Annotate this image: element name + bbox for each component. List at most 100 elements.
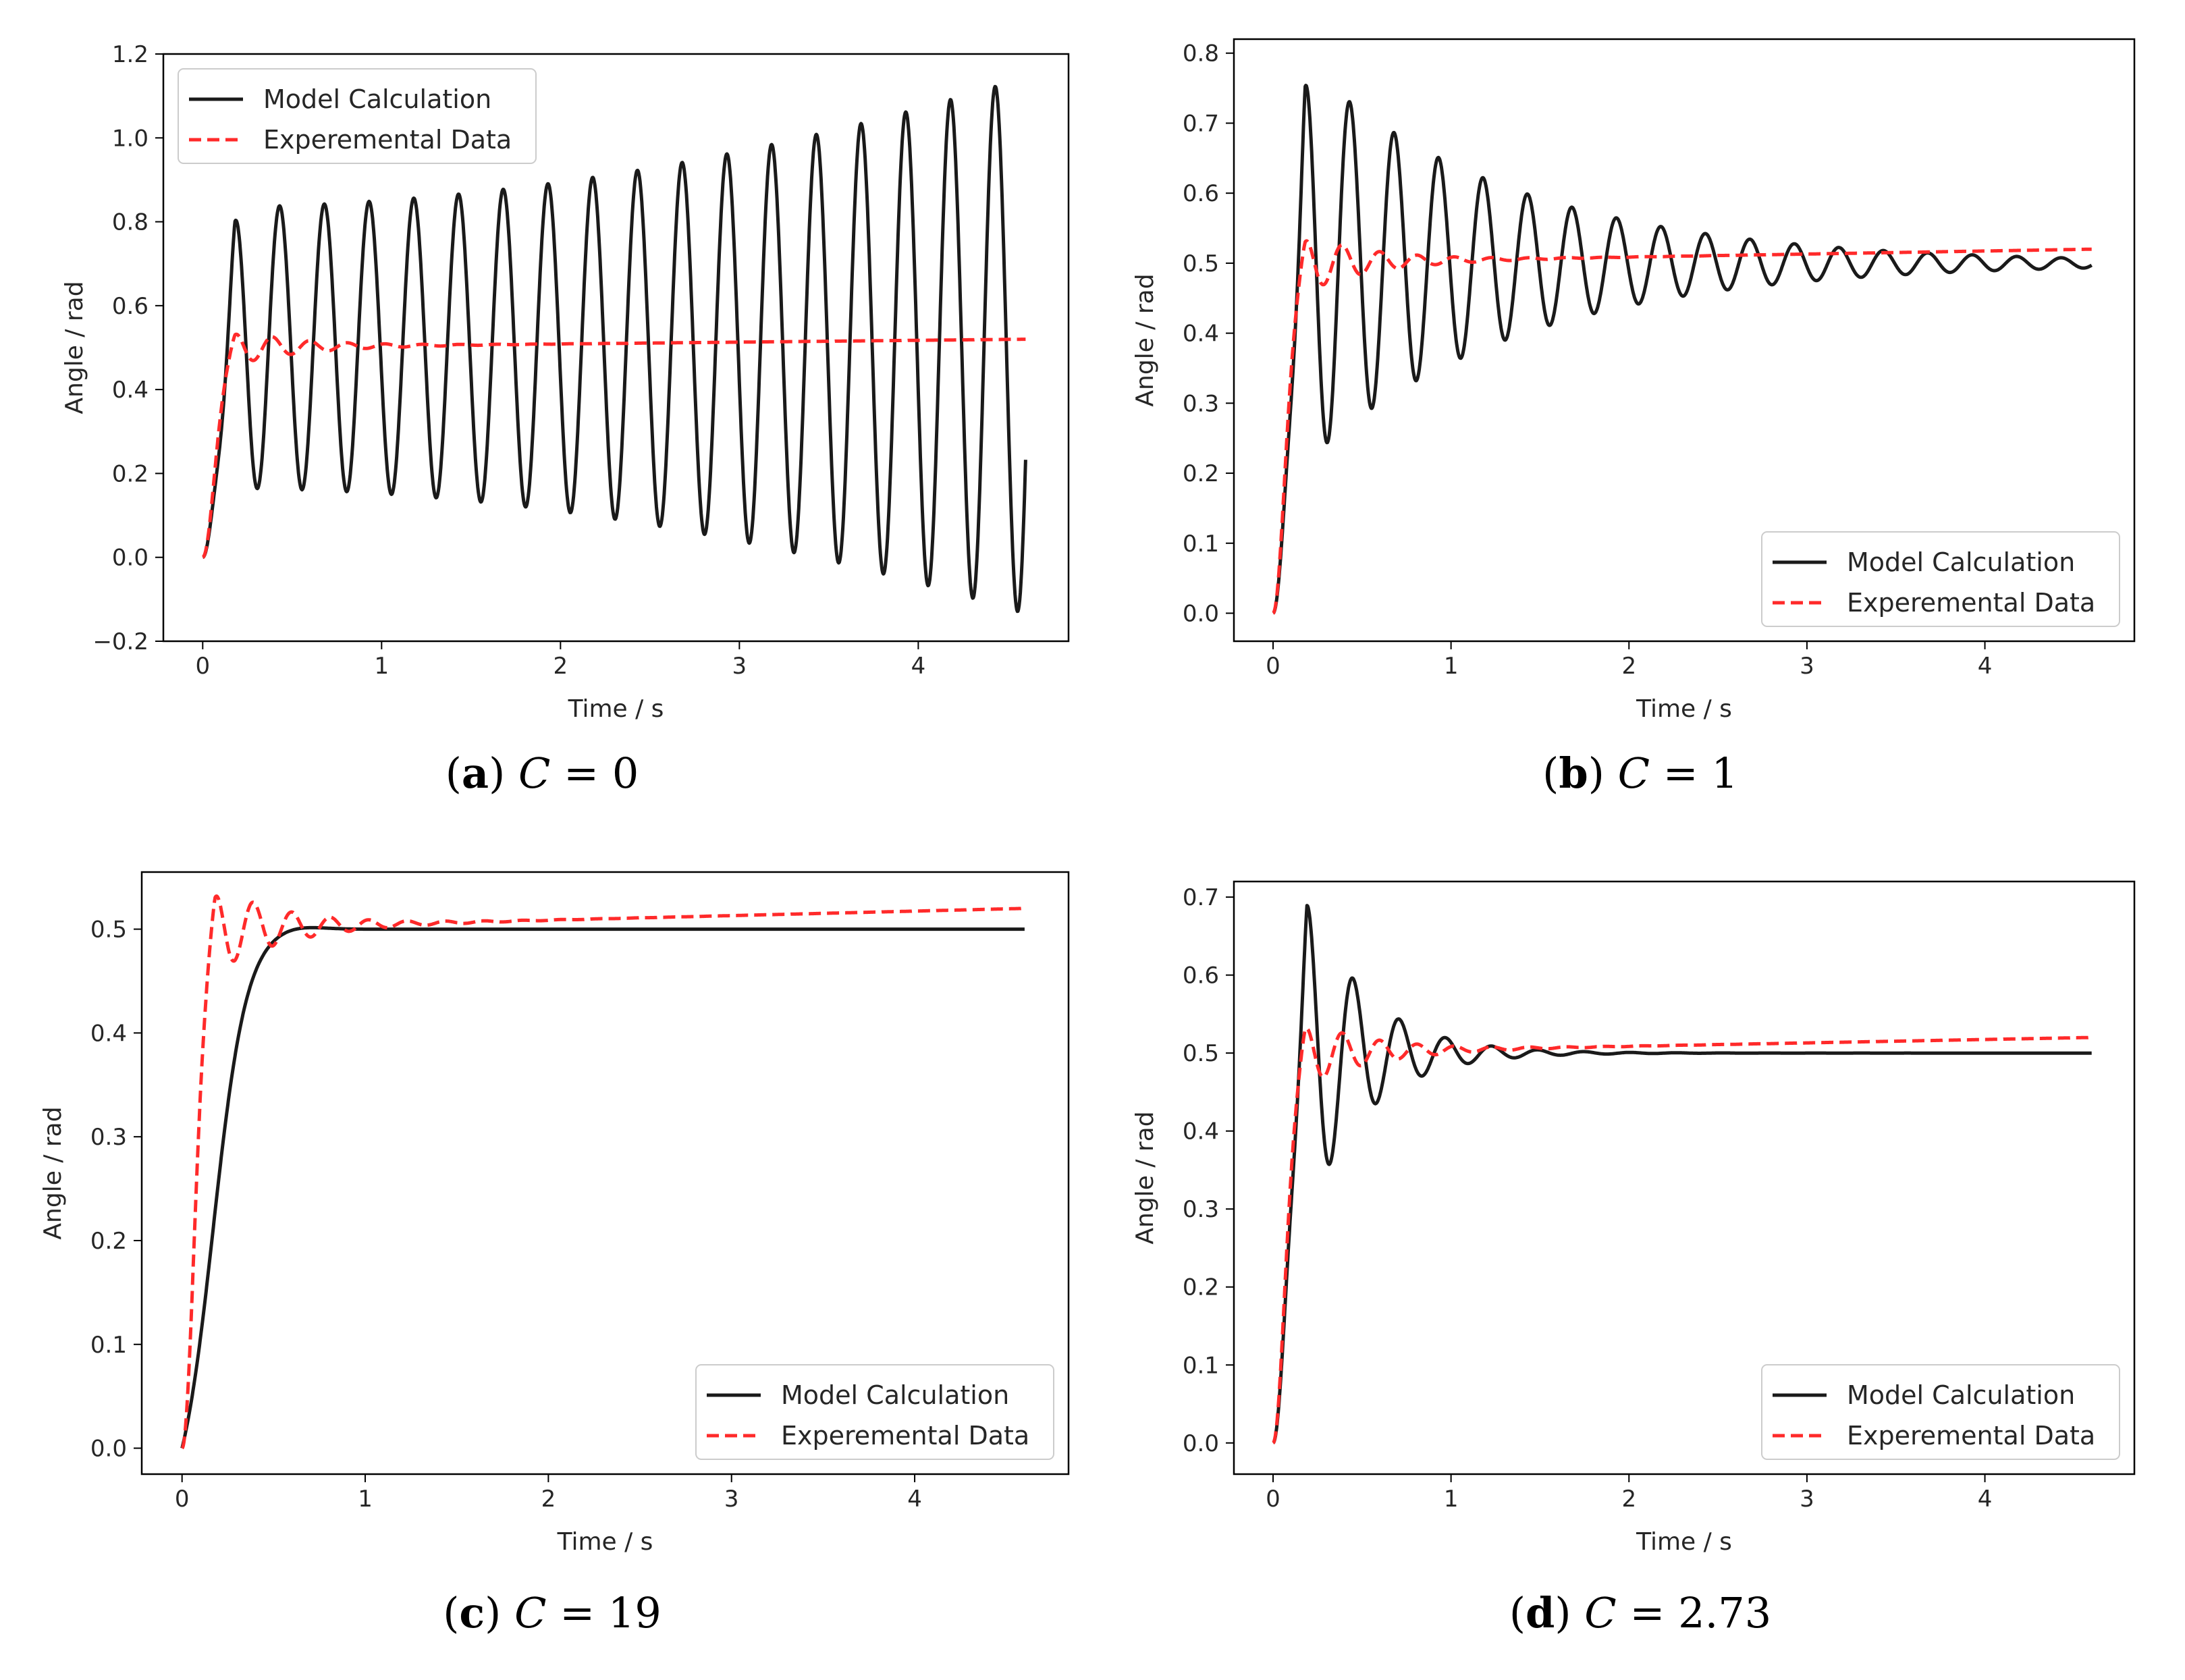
caption-letter: d <box>1526 1588 1555 1637</box>
series-experimental-line <box>180 894 1026 1450</box>
caption-close-paren: ) <box>1588 749 1618 798</box>
chart-panel-c: 0 1 2 3 4 0.0 0.1 0.2 0.3 0.4 0.5 Time / s Angle / r… <box>39 871 1070 1637</box>
x-axis-label: Time / s <box>1636 695 1732 723</box>
panel-caption: (a) C = 0 <box>446 749 639 798</box>
caption-open-paren: ( <box>443 1588 459 1637</box>
caption-variable: C <box>1584 1588 1616 1637</box>
series-experimental-line <box>1272 239 2093 615</box>
x-tick-label: 2 <box>554 653 568 680</box>
y-tick-label: 0.8 <box>1183 40 1219 67</box>
y-tick-label: 0.0 <box>1183 1430 1219 1457</box>
y-tick-label: 1.2 <box>112 41 149 68</box>
x-tick-label: 4 <box>911 653 926 680</box>
legend: Model Calculation Experemental Data <box>695 1364 1054 1460</box>
caption-variable: C <box>514 1588 546 1637</box>
caption-close-paren: ) <box>485 1588 514 1637</box>
y-tick-label: 0.7 <box>1183 110 1219 137</box>
y-tick-label: 0.5 <box>1183 1040 1219 1067</box>
legend-box <box>178 68 537 164</box>
x-tick-label: 3 <box>732 653 747 680</box>
chart-panel-b: 0 1 2 3 4 0.0 0.1 0.2 0.3 0.4 0.5 0.6 0.7 0.8 Time / s… <box>1131 38 2136 798</box>
y-tick-label: 0.3 <box>1183 1196 1219 1223</box>
plot-frame <box>140 871 1070 1475</box>
y-tick-label: 0.4 <box>1183 321 1219 348</box>
panel-caption: (c) C = 19 <box>443 1588 662 1637</box>
caption-equals: = <box>547 1588 608 1637</box>
y-tick-label: 0.1 <box>1183 531 1219 558</box>
x-tick-label: 2 <box>541 1486 556 1513</box>
x-tick-label: 2 <box>1621 653 1636 680</box>
y-tick-label: 0.6 <box>112 293 149 320</box>
caption-equals: = <box>1617 1588 1678 1637</box>
y-tick-label: 0.3 <box>1183 390 1219 417</box>
y-tick-label: 0.5 <box>90 917 127 944</box>
y-tick-label: 0.6 <box>1183 963 1219 990</box>
y-tick-label: 0.1 <box>1183 1352 1219 1379</box>
caption-open-paren: ( <box>1509 1588 1526 1637</box>
plot-frame <box>1233 880 2136 1475</box>
x-tick-label: 1 <box>358 1486 373 1513</box>
legend-label-experimental: Experemental Data <box>263 125 512 155</box>
legend: Model Calculation Experemental Data <box>1761 531 2120 627</box>
x-tick-label: 4 <box>1978 1486 1993 1513</box>
y-axis-label: Angle / rad <box>39 1106 67 1239</box>
y-tick-label: 0.4 <box>90 1020 127 1047</box>
caption-value: 1 <box>1711 749 1737 798</box>
series-experimental-line <box>1272 1026 2093 1444</box>
x-tick-label: 0 <box>175 1486 190 1513</box>
legend-label-experimental: Experemental Data <box>1847 588 2095 618</box>
legend: Model Calculation Experemental Data <box>178 68 537 164</box>
caption-letter: c <box>459 1588 485 1637</box>
series-model-line <box>201 84 1027 614</box>
x-tick-label: 3 <box>724 1486 739 1513</box>
caption-close-paren: ) <box>489 749 518 798</box>
x-axis-label: Time / s <box>557 1528 653 1556</box>
legend-box <box>1761 1364 2120 1460</box>
y-axis-label: Angle / rad <box>1131 273 1159 406</box>
x-tick-label: 0 <box>1266 653 1280 680</box>
legend: Model Calculation Experemental Data <box>1761 1364 2120 1460</box>
legend-label-model: Model Calculation <box>263 84 491 114</box>
y-tick-label: 0.2 <box>1183 460 1219 487</box>
series-experimental-line <box>201 332 1027 559</box>
y-tick-label: 0.1 <box>90 1332 127 1359</box>
x-tick-label: 1 <box>375 653 389 680</box>
y-tick-label: 0.4 <box>112 377 149 404</box>
series-model-line <box>1272 904 2093 1444</box>
x-tick-label: 3 <box>1800 1486 1814 1513</box>
legend-label-model: Model Calculation <box>1847 547 2075 577</box>
x-tick-label: 4 <box>1978 653 1993 680</box>
legend-box <box>695 1364 1054 1460</box>
legend-label-model: Model Calculation <box>1847 1380 2075 1410</box>
legend-label-model: Model Calculation <box>781 1380 1009 1410</box>
y-tick-label: 0.5 <box>1183 250 1219 277</box>
x-tick-label: 0 <box>195 653 210 680</box>
y-tick-label: 0.0 <box>90 1436 127 1463</box>
y-tick-label: 0.4 <box>1183 1118 1219 1145</box>
chart-panel-a: 0 1 2 3 4 −0.2 0.0 0.2 0.4 0.6 0.8 1.0 1.2 Time / s An… <box>61 41 1070 798</box>
caption-equals: = <box>550 749 612 798</box>
caption-close-paren: ) <box>1555 1588 1584 1637</box>
caption-variable: C <box>518 749 550 798</box>
y-tick-label: 1.0 <box>112 125 149 152</box>
caption-open-paren: ( <box>446 749 462 798</box>
panel-caption: (d) C = 2.73 <box>1509 1588 1771 1637</box>
panel-caption: (b) C = 1 <box>1542 749 1738 798</box>
legend-box <box>1761 531 2120 627</box>
plot-frame <box>162 53 1070 643</box>
caption-value: 0 <box>612 749 639 798</box>
y-tick-label: 0.2 <box>90 1228 127 1255</box>
y-tick-label: 0.2 <box>1183 1274 1219 1301</box>
caption-equals: = <box>1650 749 1711 798</box>
series-model-line <box>180 925 1026 1449</box>
plot-frame <box>1233 38 2136 643</box>
y-tick-label: 0.0 <box>112 545 149 572</box>
caption-value: 19 <box>608 1588 662 1637</box>
x-tick-label: 4 <box>907 1486 922 1513</box>
caption-letter: a <box>462 749 489 798</box>
y-tick-label: 0.2 <box>112 460 149 487</box>
series-model-line <box>1272 84 2093 615</box>
x-tick-label: 1 <box>1444 653 1459 680</box>
y-axis-label: Angle / rad <box>61 281 88 414</box>
